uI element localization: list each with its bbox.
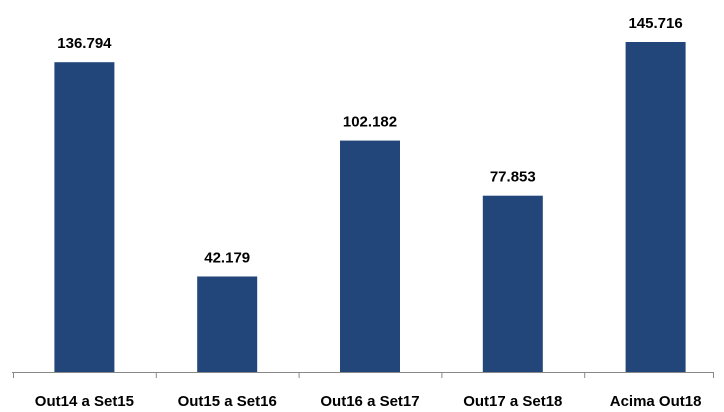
bar [482,195,543,372]
x-tick-label: Out16 a Set17 [320,393,419,410]
bar [625,42,686,372]
bar [340,140,400,372]
value-label: 136.794 [57,35,112,52]
value-label: 102.182 [343,114,397,131]
bar [54,62,115,372]
x-tick-label: Acima Out18 [610,393,702,410]
value-label: 77.853 [490,169,536,186]
value-label: 42.179 [204,249,250,266]
x-tick-label: Out15 a Set16 [178,393,277,410]
value-label: 145.716 [628,15,682,32]
x-tick-label: Out17 a Set18 [463,393,562,410]
bar [197,276,258,372]
x-tick-label: Out14 a Set15 [35,393,134,410]
